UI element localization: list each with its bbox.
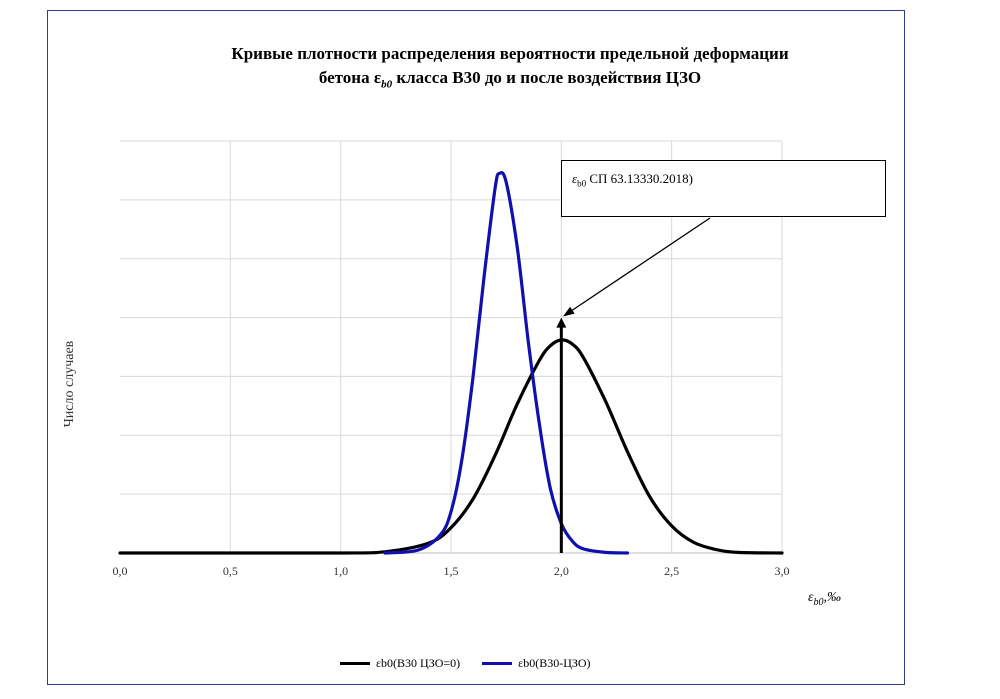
x-axis-label-main: ε bbox=[808, 590, 814, 605]
series-line-b30-czo-0 bbox=[118, 338, 784, 555]
legend-swatch-black bbox=[340, 662, 370, 665]
legend-swatch-blue bbox=[482, 662, 513, 665]
title-rest: класса В30 до и после воздействия ЦЗО bbox=[392, 68, 702, 87]
x-tick-label: 0,0 bbox=[113, 564, 128, 578]
annotation-box: εb0 СП 63.13330.2018) bbox=[561, 160, 886, 217]
x-tick-label: 1,0 bbox=[333, 564, 348, 578]
legend-label: εb0(В30-ЦЗО) bbox=[518, 656, 591, 670]
callout-pointer-line bbox=[569, 217, 711, 313]
chart-title: Кривые плотности распределения вероятнос… bbox=[140, 42, 880, 96]
title-subscript: b0 bbox=[381, 78, 393, 91]
legend-label: εb0(В30 ЦЗО=0) bbox=[376, 656, 461, 670]
chart-title-line1: Кривые плотности распределения вероятнос… bbox=[231, 44, 789, 63]
callout-pointer-arrowhead bbox=[562, 306, 575, 317]
x-tick-label: 1,5 bbox=[444, 564, 459, 578]
annotation-text: εb0 СП 63.13330.2018) bbox=[572, 171, 693, 189]
vertical-marker-arrowhead bbox=[556, 317, 567, 328]
annotation-subscript: b0 bbox=[577, 178, 587, 189]
legend-item-b30-czo: εb0(В30-ЦЗО) bbox=[482, 656, 591, 671]
curves bbox=[118, 170, 784, 555]
annotation-arrows bbox=[556, 217, 711, 553]
x-axis-label-sub: b0 bbox=[813, 596, 824, 608]
annotation-rest: СП 63.13330.2018) bbox=[586, 171, 694, 186]
x-axis-label-unit: ,‰ bbox=[823, 590, 842, 605]
x-tick-label: 2,5 bbox=[664, 564, 679, 578]
legend: εb0(В30 ЦЗО=0) εb0(В30-ЦЗО) bbox=[340, 656, 591, 671]
x-axis: 0,0 0,5 1,0 1,5 2,0 2,5 3,0 bbox=[113, 552, 790, 578]
x-axis-label: εb0,‰ bbox=[808, 590, 841, 608]
legend-item-b30-czo-0: εb0(В30 ЦЗО=0) bbox=[340, 656, 460, 671]
x-tick-label: 2,0 bbox=[554, 564, 569, 578]
chart-title-line2: бетона εb0 класса В30 до и после воздейс… bbox=[140, 66, 880, 96]
series-line-b30-czo bbox=[383, 170, 630, 555]
annotation-epsilon: ε bbox=[572, 171, 578, 186]
x-tick-label: 3,0 bbox=[775, 564, 790, 578]
x-tick-label: 0,5 bbox=[223, 564, 238, 578]
title-epsilon: бетона ε bbox=[318, 68, 382, 87]
